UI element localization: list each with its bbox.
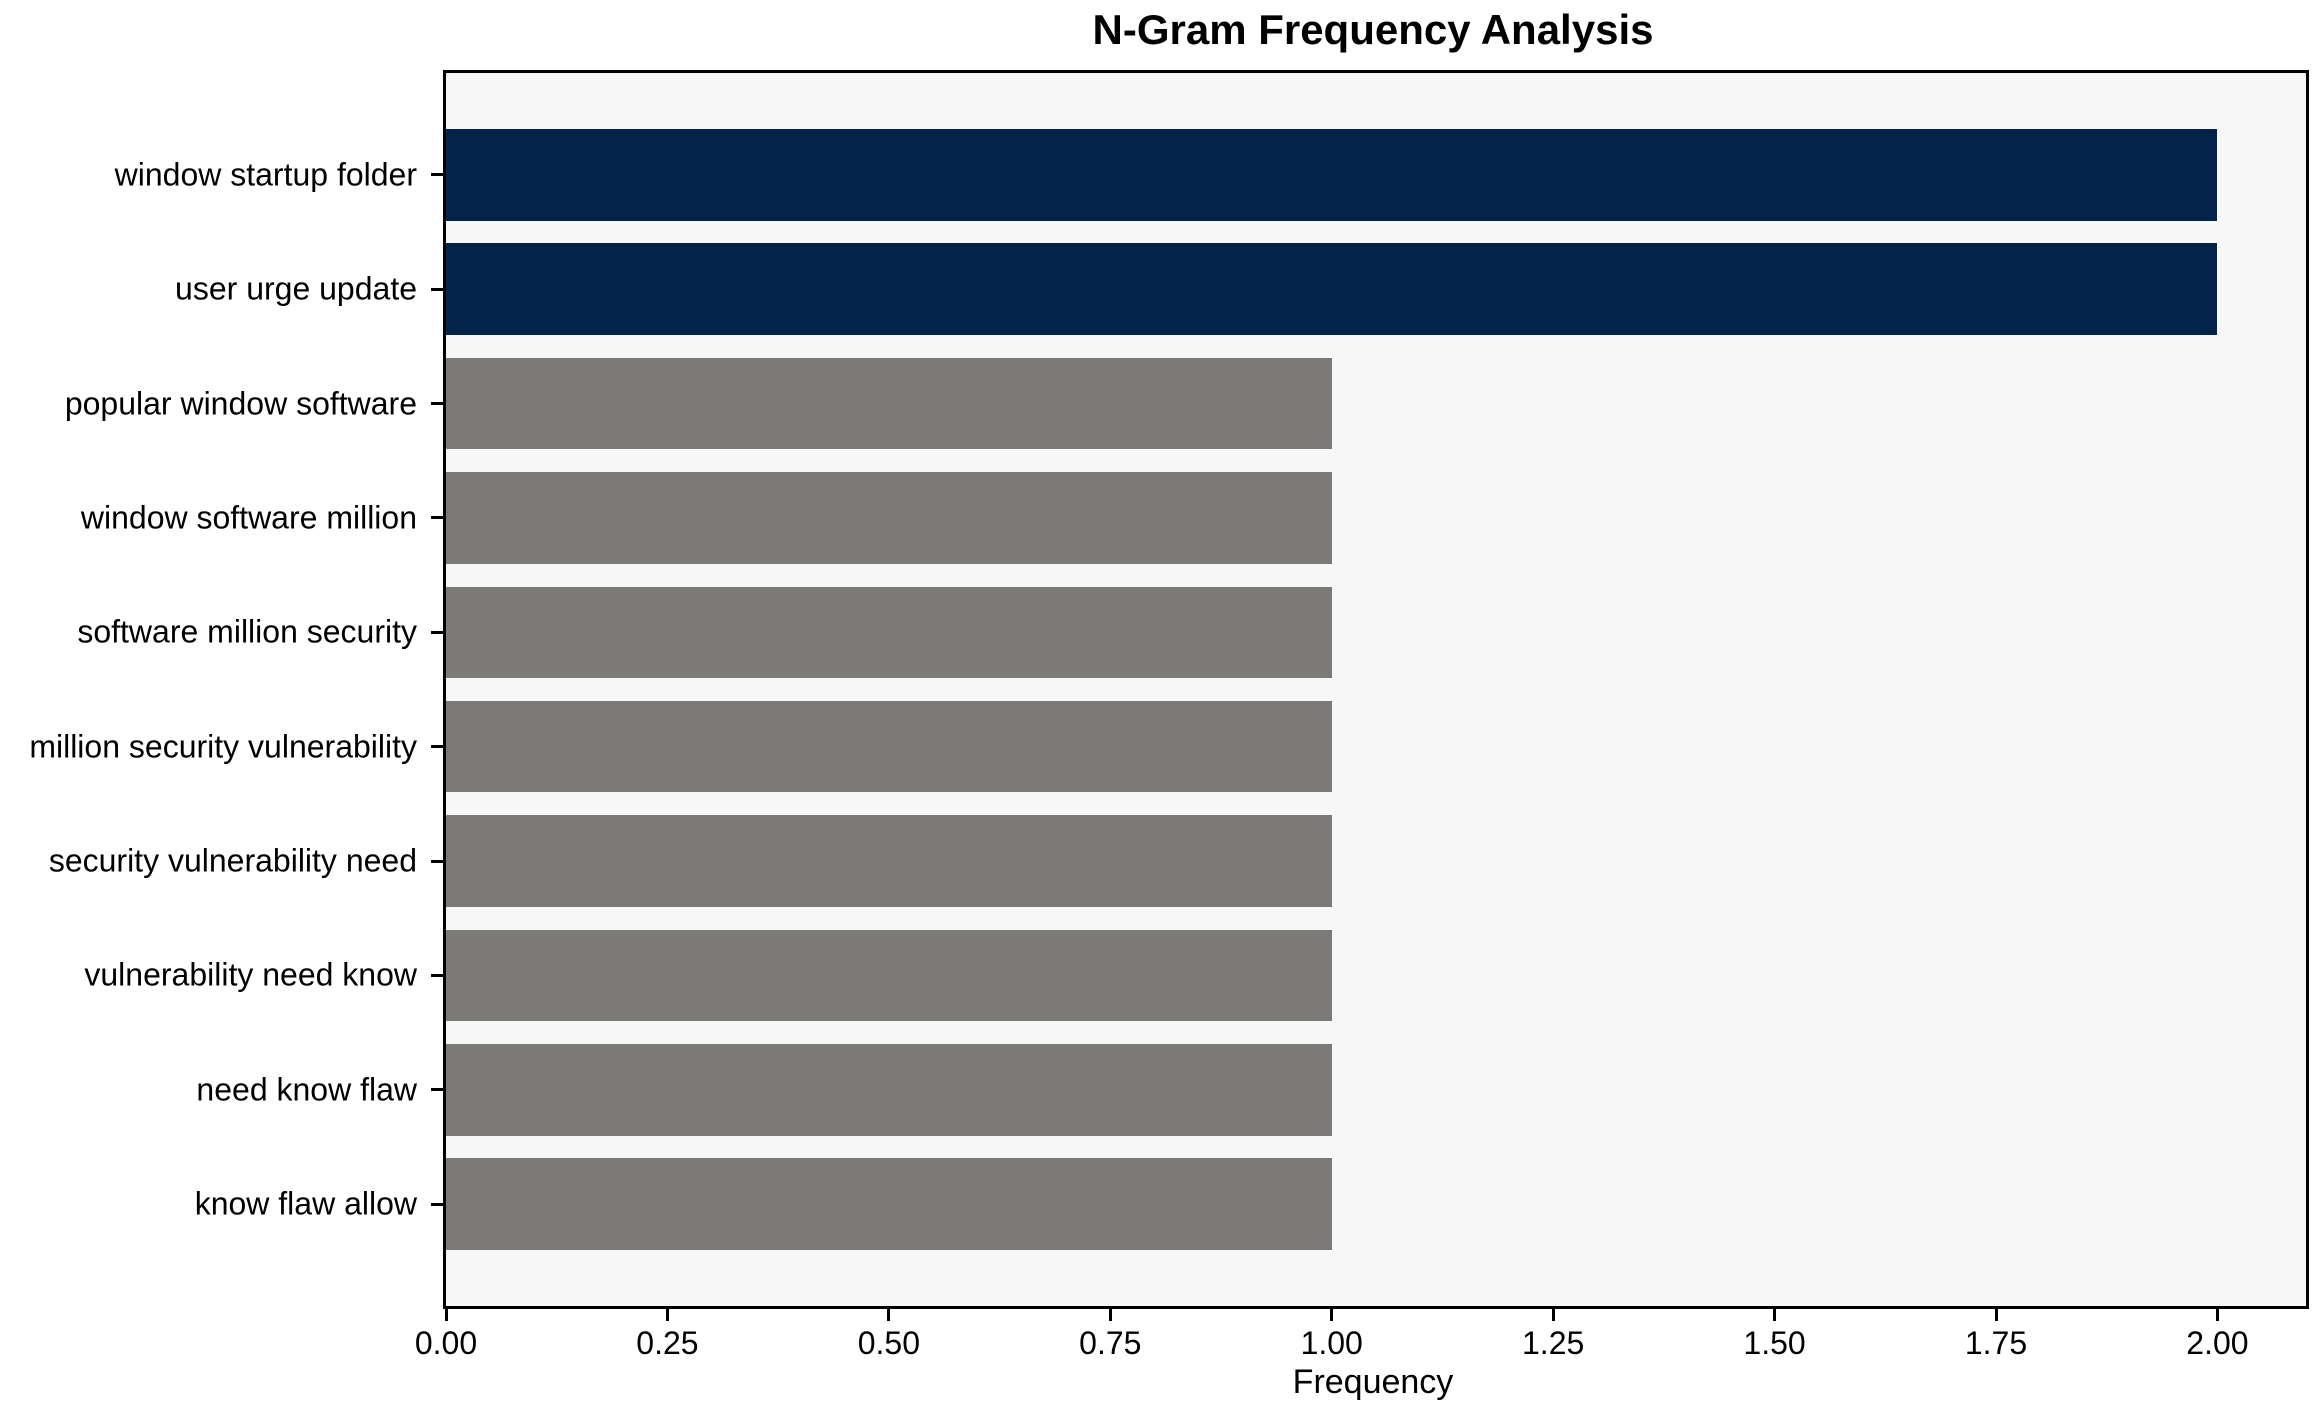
x-tick-mark [1108,1309,1112,1321]
x-tick-mark [444,1309,448,1321]
x-tick-mark [887,1309,891,1321]
x-tick-mark [1773,1309,1777,1321]
x-tick-label: 2.00 [2186,1325,2249,1361]
y-tick-label: know flaw allow [194,1185,417,1222]
y-tick-label: user urge update [175,270,417,307]
y-tick-mark [431,402,443,406]
plot-area [443,70,2309,1309]
y-tick-mark [431,1202,443,1206]
bar [446,1158,1332,1250]
x-tick-label: 0.00 [414,1325,478,1361]
y-tick-mark [431,287,443,291]
bar [446,929,1332,1022]
y-tick-label: need know flaw [196,1071,417,1108]
x-tick-mark [665,1309,669,1321]
y-tick-label: security vulnerability need [48,842,417,879]
y-tick-label: vulnerability need know [84,956,417,993]
y-tick-mark [431,973,443,977]
x-tick-label: 1.50 [1743,1325,1806,1361]
bar [446,129,2218,221]
y-tick-label: window software million [80,499,417,536]
bar [446,1044,1332,1136]
x-tick-mark [1330,1309,1334,1321]
y-tick-label: popular window software [64,385,417,422]
x-tick-label: 0.25 [636,1325,699,1361]
y-tick-mark [431,630,443,634]
x-tick-label: 1.25 [1522,1325,1585,1361]
bar [446,357,1332,450]
y-tick-label: million security vulnerability [29,728,417,765]
x-axis-title: Frequency [1292,1363,1454,1401]
y-tick-label: software million security [77,613,417,650]
y-tick-mark [431,745,443,749]
y-tick-label: window startup folder [114,156,417,193]
chart-title: N-Gram Frequency Analysis [1092,6,1654,53]
x-tick-mark [1994,1309,1998,1321]
x-tick-label: 1.00 [1300,1325,1363,1361]
bar [446,815,1332,907]
y-tick-mark [431,173,443,177]
y-tick-mark [431,516,443,520]
x-tick-label: 0.50 [857,1325,920,1361]
x-tick-mark [2215,1309,2219,1321]
y-tick-mark [431,859,443,863]
x-tick-label: 1.75 [1964,1325,2028,1361]
bar [446,586,1332,679]
x-tick-mark [1551,1309,1555,1321]
y-tick-mark [431,1088,443,1092]
bar [446,700,1332,793]
bar [446,472,1332,564]
x-tick-label: 0.75 [1079,1325,1142,1361]
bar [446,243,2218,335]
